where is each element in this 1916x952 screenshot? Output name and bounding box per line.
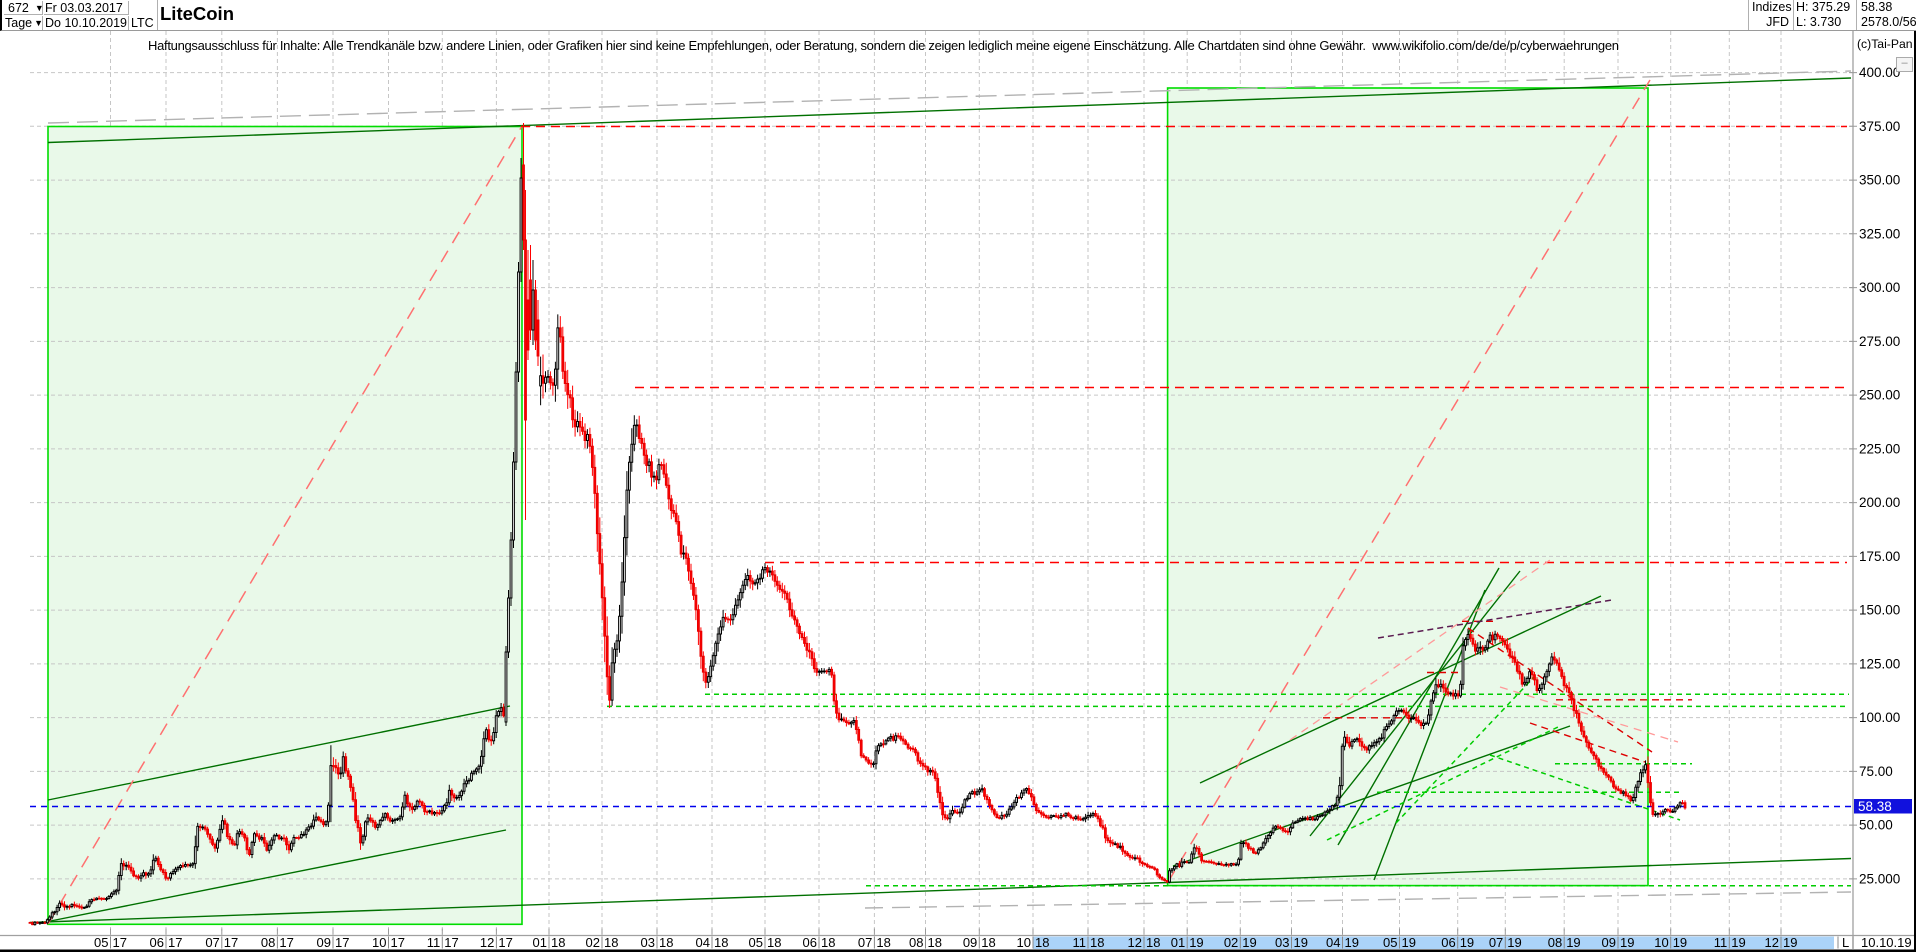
svg-text:18: 18 xyxy=(821,935,835,950)
svg-text:19: 19 xyxy=(1460,935,1474,950)
svg-text:19: 19 xyxy=(1620,935,1634,950)
svg-text:19: 19 xyxy=(1345,935,1359,950)
svg-text:06: 06 xyxy=(1441,935,1455,950)
svg-text:08: 08 xyxy=(261,935,275,950)
svg-text:10: 10 xyxy=(372,935,386,950)
svg-text:02: 02 xyxy=(586,935,600,950)
svg-text:50.00: 50.00 xyxy=(1859,818,1893,833)
svg-text:04: 04 xyxy=(1326,935,1340,950)
svg-text:19: 19 xyxy=(1673,935,1687,950)
svg-text:17: 17 xyxy=(391,935,405,950)
svg-text:04: 04 xyxy=(696,935,710,950)
svg-text:18: 18 xyxy=(551,935,565,950)
svg-text:58.38: 58.38 xyxy=(1858,799,1892,814)
svg-text:17: 17 xyxy=(224,935,238,950)
svg-text:09: 09 xyxy=(317,935,331,950)
svg-text:25.000: 25.000 xyxy=(1859,871,1900,886)
svg-text:02: 02 xyxy=(1224,935,1238,950)
svg-text:10: 10 xyxy=(1017,935,1031,950)
svg-text:03: 03 xyxy=(641,935,655,950)
svg-text:L: L xyxy=(1842,935,1849,950)
svg-text:10.10.19: 10.10.19 xyxy=(1861,935,1912,950)
svg-text:08: 08 xyxy=(909,935,923,950)
svg-text:17: 17 xyxy=(498,935,512,950)
svg-text:19: 19 xyxy=(1731,935,1745,950)
svg-text:11: 11 xyxy=(427,935,441,950)
svg-text:12: 12 xyxy=(1128,935,1142,950)
svg-text:18: 18 xyxy=(981,935,995,950)
svg-text:100.00: 100.00 xyxy=(1859,710,1900,725)
svg-text:10: 10 xyxy=(1654,935,1668,950)
svg-text:125.00: 125.00 xyxy=(1859,656,1900,671)
svg-text:150.00: 150.00 xyxy=(1859,603,1900,618)
svg-text:05: 05 xyxy=(94,935,108,950)
svg-text:17: 17 xyxy=(168,935,182,950)
svg-text:18: 18 xyxy=(1090,935,1104,950)
svg-text:09: 09 xyxy=(1602,935,1616,950)
svg-text:17: 17 xyxy=(444,935,458,950)
svg-text:17: 17 xyxy=(113,935,127,950)
svg-text:325.00: 325.00 xyxy=(1859,226,1900,241)
svg-text:300.00: 300.00 xyxy=(1859,280,1900,295)
svg-text:09: 09 xyxy=(963,935,977,950)
svg-text:17: 17 xyxy=(335,935,349,950)
svg-text:18: 18 xyxy=(1146,935,1160,950)
svg-text:75.00: 75.00 xyxy=(1859,764,1893,779)
svg-text:01: 01 xyxy=(533,935,547,950)
svg-text:06: 06 xyxy=(150,935,164,950)
svg-text:17: 17 xyxy=(279,935,293,950)
svg-text:250.00: 250.00 xyxy=(1859,388,1900,403)
svg-text:05: 05 xyxy=(749,935,763,950)
svg-text:12: 12 xyxy=(480,935,494,950)
svg-text:18: 18 xyxy=(876,935,890,950)
svg-text:18: 18 xyxy=(604,935,618,950)
svg-text:18: 18 xyxy=(714,935,728,950)
svg-text:11: 11 xyxy=(1073,935,1087,950)
svg-text:19: 19 xyxy=(1783,935,1797,950)
svg-text:06: 06 xyxy=(803,935,817,950)
svg-text:225.00: 225.00 xyxy=(1859,441,1900,456)
svg-text:07: 07 xyxy=(1489,935,1503,950)
svg-text:375.00: 375.00 xyxy=(1859,119,1900,134)
svg-text:19: 19 xyxy=(1507,935,1521,950)
svg-text:07: 07 xyxy=(205,935,219,950)
svg-text:03: 03 xyxy=(1275,935,1289,950)
svg-text:18: 18 xyxy=(1035,935,1049,950)
svg-text:18: 18 xyxy=(767,935,781,950)
svg-text:12: 12 xyxy=(1765,935,1779,950)
svg-text:350.00: 350.00 xyxy=(1859,173,1900,188)
svg-text:400.00: 400.00 xyxy=(1859,65,1900,80)
svg-text:275.00: 275.00 xyxy=(1859,334,1900,349)
svg-text:19: 19 xyxy=(1242,935,1256,950)
svg-text:175.00: 175.00 xyxy=(1859,549,1900,564)
svg-text:08: 08 xyxy=(1548,935,1562,950)
svg-text:19: 19 xyxy=(1189,935,1203,950)
svg-text:07: 07 xyxy=(858,935,872,950)
svg-text:18: 18 xyxy=(928,935,942,950)
svg-text:18: 18 xyxy=(659,935,673,950)
svg-text:05: 05 xyxy=(1383,935,1397,950)
svg-text:01: 01 xyxy=(1171,935,1185,950)
svg-text:19: 19 xyxy=(1566,935,1580,950)
svg-text:19: 19 xyxy=(1402,935,1416,950)
svg-text:19: 19 xyxy=(1294,935,1308,950)
svg-text:11: 11 xyxy=(1714,935,1728,950)
svg-text:200.00: 200.00 xyxy=(1859,495,1900,510)
